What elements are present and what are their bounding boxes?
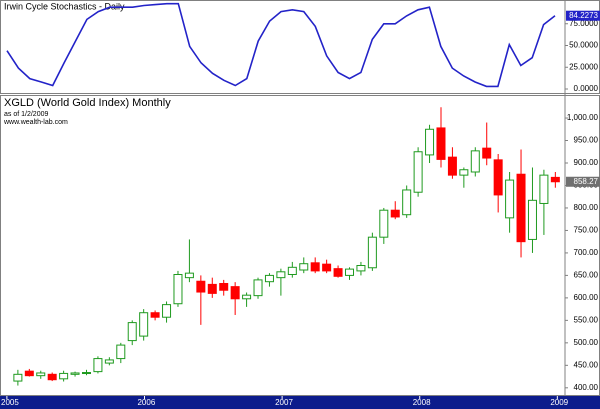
candle-body: [116, 344, 126, 360]
last-price-box: [566, 176, 600, 187]
x-tick-label: 2007: [275, 398, 293, 407]
y-tick-label: 750.00: [574, 226, 599, 235]
candle-body: [379, 209, 389, 238]
candle-body: [173, 274, 183, 305]
source-annotation: www.wealth-lab.com: [3, 119, 68, 126]
candle-body: [493, 159, 503, 196]
y-tick-label: 400.00: [574, 383, 599, 392]
candle-body: [505, 179, 515, 219]
candle-body: [345, 268, 355, 276]
y-tick-label: 550.00: [574, 315, 599, 324]
y-tick-label: 50.0000: [569, 41, 598, 50]
x-tick-label: 2009: [550, 398, 568, 407]
candle-body: [70, 372, 80, 375]
x-tick-label: 2005: [1, 398, 19, 407]
candle-body: [447, 156, 457, 176]
y-tick-label: 650.00: [574, 271, 599, 280]
candle-body: [104, 359, 114, 364]
y-tick-label: 0.0000: [574, 84, 599, 93]
candle-body: [333, 268, 343, 277]
candle-body: [527, 199, 537, 240]
candle-body: [276, 271, 286, 279]
candle-body: [470, 150, 480, 173]
candle-body: [139, 312, 149, 337]
candle-body: [299, 263, 309, 271]
candle-body: [219, 282, 229, 291]
price-subtitle: as of 1/2/2009: [4, 111, 48, 118]
x-axis-bar: [0, 396, 600, 409]
candle-body: [162, 304, 172, 318]
candle-body: [207, 283, 217, 294]
candle-body: [242, 294, 252, 300]
y-tick-label: 1,000.00: [567, 113, 599, 122]
candle-body: [436, 127, 446, 160]
candle-body: [356, 265, 366, 272]
candle-body: [322, 263, 332, 272]
candle-body: [184, 272, 194, 279]
x-tick-label: 2006: [137, 398, 155, 407]
last-value-label: 84.2273: [569, 11, 598, 20]
candle-body: [367, 236, 377, 269]
price-panel: [0, 95, 600, 396]
stochastic-title: Irwin Cycle Stochastics - Daily: [4, 1, 125, 11]
stochastic-panel: [0, 0, 600, 94]
x-tick-label: 2008: [413, 398, 431, 407]
candle-body: [413, 151, 423, 193]
candle-body: [150, 312, 160, 318]
candle-body: [516, 173, 526, 243]
y-tick-label: 450.00: [574, 360, 599, 369]
candle-body: [230, 286, 240, 300]
candle-body: [196, 280, 206, 293]
y-tick-label: 950.00: [574, 136, 599, 145]
candle-body: [13, 373, 23, 382]
stochastic-line: [6, 2, 556, 88]
candle-body: [264, 274, 274, 283]
candle-body: [127, 322, 137, 342]
candle-body: [253, 279, 263, 297]
candle-body: [59, 372, 69, 380]
y-tick-label: 75.0000: [569, 19, 598, 28]
last-value-box: [566, 10, 600, 21]
y-tick-label: 600.00: [574, 293, 599, 302]
candle-body: [402, 189, 412, 216]
y-tick-label: 25.0000: [569, 62, 598, 71]
candle-body: [93, 358, 103, 373]
candle-body: [550, 176, 560, 183]
candle-body: [310, 262, 320, 272]
candle-body: [36, 372, 46, 377]
y-tick-label: 800.00: [574, 203, 599, 212]
candle-body: [425, 128, 435, 156]
y-tick-label: 500.00: [574, 338, 599, 347]
y-tick-label: 700.00: [574, 248, 599, 257]
price-title: XGLD (World Gold Index) Monthly: [4, 97, 171, 109]
candle-body: [24, 370, 34, 377]
last-price-label: 858.27: [574, 177, 599, 186]
candle-body: [287, 266, 297, 276]
candle-body: [482, 147, 492, 159]
candle-body: [459, 169, 469, 176]
candle-body: [47, 373, 57, 381]
y-tick-label: 900.00: [574, 158, 599, 167]
candle-body: [390, 209, 400, 218]
candle-body: [81, 372, 91, 375]
candle-body: [539, 174, 549, 204]
